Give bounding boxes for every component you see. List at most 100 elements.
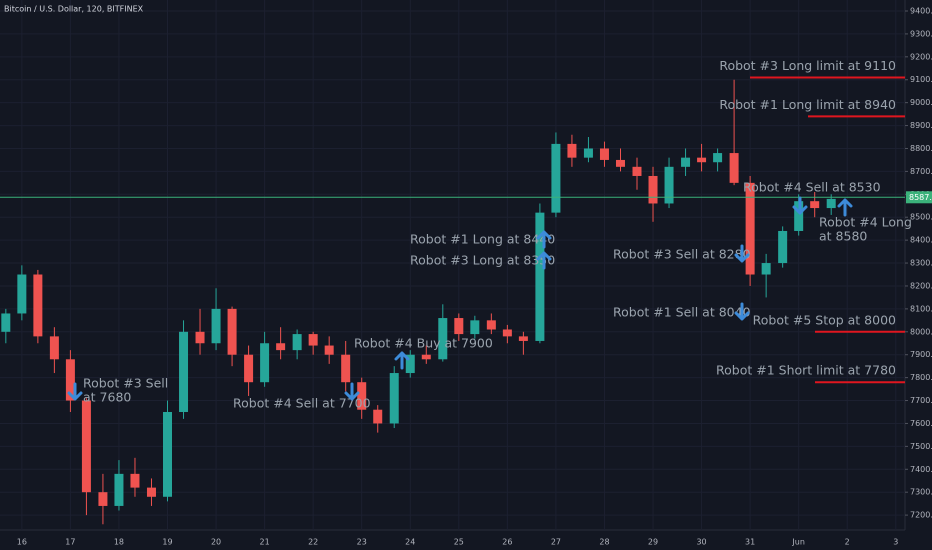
- candle-body: [389, 373, 399, 424]
- candle-body: [664, 166, 674, 204]
- annotation-arrow: [837, 198, 853, 217]
- candle-body: [745, 182, 755, 275]
- y-tick-label: 9100.0: [910, 75, 932, 84]
- candle-body: [276, 343, 286, 351]
- candle-body: [244, 354, 254, 383]
- annotation-text: Robot #4 Sell at 7700: [233, 396, 371, 411]
- candle-body: [227, 308, 237, 355]
- last-price-tag: [906, 191, 932, 204]
- y-tick-label: 7600.0: [910, 419, 932, 428]
- candle-body: [308, 334, 318, 346]
- annotation-arrow: [536, 230, 552, 249]
- candle-body: [373, 409, 383, 424]
- candle-body: [599, 148, 609, 160]
- x-tick-label: 29: [648, 538, 658, 547]
- x-tick-label: 31: [745, 538, 755, 547]
- x-tick-label: 21: [260, 538, 270, 547]
- candle-body: [535, 212, 545, 341]
- candle-body: [551, 143, 561, 213]
- y-tick-label: 7900.0: [910, 350, 932, 359]
- level-label: Robot #5 Stop at 8000: [753, 312, 896, 327]
- y-tick-label: 7300.0: [910, 488, 932, 497]
- annotation-text: Robot #4 Buy at 7900: [354, 336, 493, 351]
- x-tick-label: 18: [114, 538, 124, 547]
- candle-body: [163, 411, 173, 497]
- x-tick-label: 23: [357, 538, 367, 547]
- y-tick-label: 8300.0: [910, 259, 932, 268]
- x-tick-label: 30: [696, 538, 706, 547]
- candle-body: [357, 382, 367, 410]
- candle-body: [17, 274, 27, 314]
- candle-body: [778, 230, 788, 264]
- x-tick-label: 22: [308, 538, 318, 547]
- y-tick-label: 7700.0: [910, 396, 932, 405]
- x-tick-label: 17: [65, 538, 75, 547]
- annotation-text: Robot #4 Long: [819, 215, 912, 230]
- candle-body: [761, 263, 771, 275]
- candle-body: [681, 157, 691, 167]
- candle-body: [632, 166, 642, 176]
- candle-body: [454, 318, 464, 335]
- annotation-arrow: [394, 351, 410, 370]
- candle-body: [826, 198, 836, 209]
- annotation-text: Robot #4 Sell at 8530: [743, 180, 881, 195]
- level-label: Robot #1 Short limit at 7780: [716, 363, 896, 378]
- y-tick-label: 8700.0: [910, 167, 932, 176]
- y-tick-label: 7200.0: [910, 511, 932, 520]
- candle-body: [195, 331, 205, 344]
- y-tick-label: 9400.0: [910, 6, 932, 15]
- last-price-label: 8587.0: [909, 193, 932, 202]
- level-label: Robot #3 Long limit at 9110: [719, 58, 896, 73]
- annotation-arrow: [67, 382, 83, 401]
- y-tick-label: 8900.0: [910, 121, 932, 130]
- candle-body: [567, 143, 577, 158]
- candle-body: [114, 473, 124, 506]
- candle-body: [810, 201, 820, 209]
- candle-body: [341, 354, 351, 383]
- y-tick-label: 8800.0: [910, 144, 932, 153]
- x-tick-label: 26: [502, 538, 512, 547]
- annotation-text: Robot #1 Long at 8440: [410, 232, 555, 247]
- y-tick-label: 7500.0: [910, 442, 932, 451]
- candle-body: [33, 274, 43, 337]
- x-tick-label: 2: [845, 538, 850, 547]
- candle-body: [470, 320, 480, 335]
- x-tick-label: 24: [405, 538, 415, 547]
- candle-body: [405, 354, 415, 374]
- candle-body: [729, 153, 739, 183]
- candle-body: [49, 336, 59, 360]
- y-tick-label: 9200.0: [910, 52, 932, 61]
- x-tick-label: 27: [551, 538, 561, 547]
- annotation-arrow: [344, 382, 360, 401]
- x-tick-label: 28: [599, 538, 609, 547]
- x-tick-label: 3: [893, 538, 898, 547]
- candles: [1, 79, 836, 525]
- candle-body: [583, 148, 593, 158]
- annotation-text: at 7680: [83, 390, 131, 405]
- candle-body: [98, 492, 108, 506]
- annotation-text: Robot #3 Sell at 8280: [613, 247, 751, 262]
- chart-title: Bitcoin / U.S. Dollar, 120, BITFINEX: [4, 5, 144, 14]
- candle-body: [146, 487, 156, 497]
- candle-body: [502, 329, 512, 337]
- candle-body: [421, 354, 431, 360]
- overlays: 8587.0 Robot #3 Long limit at 9110 Robot #…: [0, 58, 932, 411]
- candle-body: [130, 473, 140, 488]
- candle-body: [648, 175, 658, 204]
- x-tick-label: 20: [211, 538, 221, 547]
- y-tick-label: 8500.0: [910, 213, 932, 222]
- candle-body: [615, 159, 625, 167]
- candle-body: [324, 345, 334, 355]
- y-tick-label: 8400.0: [910, 236, 932, 245]
- candle-body: [292, 334, 302, 351]
- y-tick-label: 9300.0: [910, 29, 932, 38]
- candle-body: [65, 359, 75, 401]
- annotation-arrow: [734, 302, 750, 321]
- annotation-arrow: [792, 196, 808, 215]
- x-tick-label: 25: [454, 538, 464, 547]
- x-tick-label: Jun: [791, 538, 805, 547]
